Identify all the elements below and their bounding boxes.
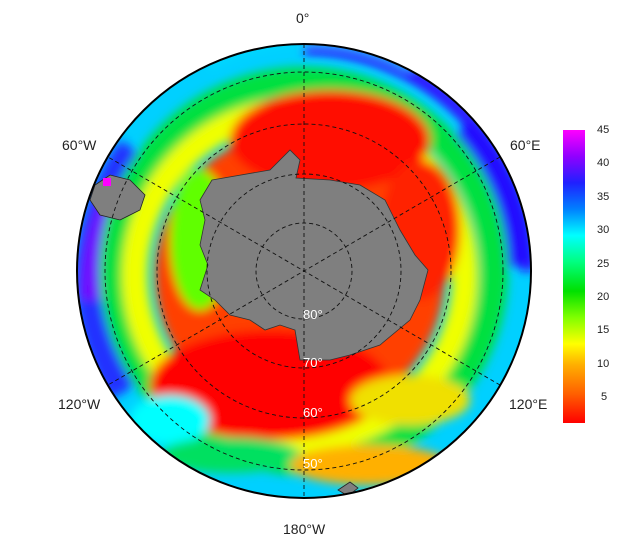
lon-label-120w: 120°W xyxy=(58,396,101,412)
colorbar-tick-30: 30 xyxy=(597,224,610,236)
colorbar-tick-35: 35 xyxy=(597,191,610,203)
lon-label-120e: 120°E xyxy=(509,396,548,412)
lon-label-60e: 60°E xyxy=(510,137,541,153)
lat-label-50: 50° xyxy=(303,456,323,471)
map-border xyxy=(76,43,532,499)
colorbar-tick-25: 25 xyxy=(597,258,610,270)
lat-label-60: 60° xyxy=(303,405,323,420)
south-america-landmass xyxy=(89,174,146,221)
antarctica-landmass xyxy=(199,149,429,361)
colorbar-tick-10: 10 xyxy=(597,358,610,370)
lon-label-60w: 60°W xyxy=(62,137,97,153)
colorbar-tick-5: 5 xyxy=(601,391,608,403)
graticule xyxy=(104,44,504,498)
lat-circle-60 xyxy=(156,123,452,419)
colorbar-tick-45: 45 xyxy=(597,124,610,136)
lon-label-0: 0° xyxy=(296,10,310,26)
lon-label-180w: 180°W xyxy=(283,521,326,537)
lat-circle-80 xyxy=(255,222,353,320)
lat-label-70: 70° xyxy=(303,355,323,370)
lat-circle-50 xyxy=(104,71,504,471)
colorbar-tick-15: 15 xyxy=(597,324,610,336)
colorbar-tick-20: 20 xyxy=(597,291,610,303)
colorbar-tick-40: 40 xyxy=(597,157,610,169)
meridian-120e-60w xyxy=(107,156,501,386)
island-marker xyxy=(103,178,111,186)
colorbar xyxy=(563,130,585,423)
data-field xyxy=(77,44,531,498)
lat-circle-70 xyxy=(206,173,402,369)
lat-label-80: 80° xyxy=(303,307,323,322)
